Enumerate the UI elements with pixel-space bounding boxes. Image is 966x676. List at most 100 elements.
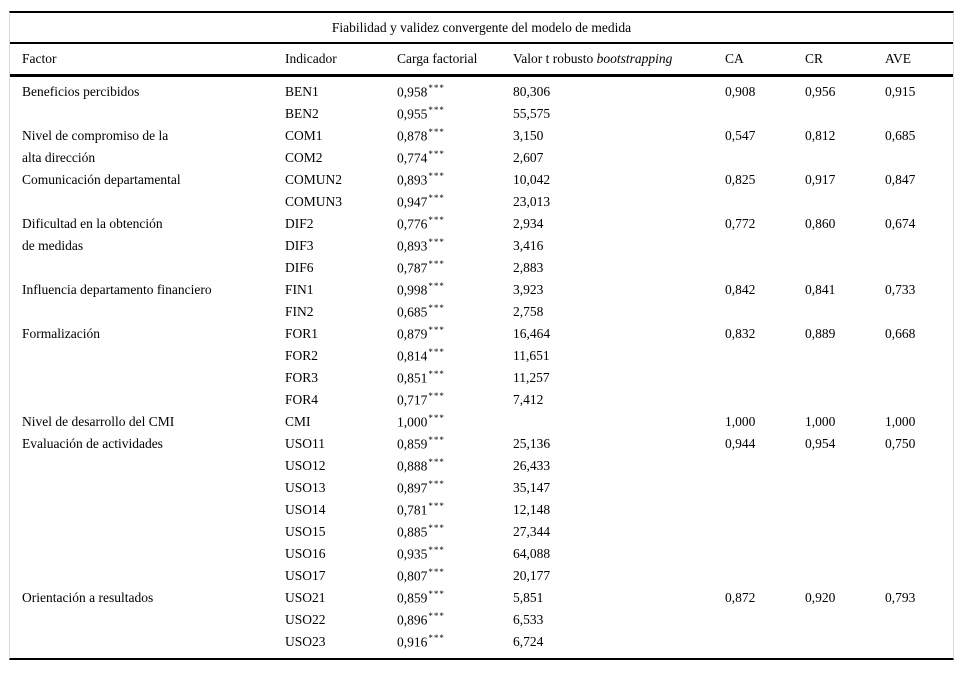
table-row: FOR4 0,717*** 7,412	[10, 389, 953, 411]
t-value-cell: 20,177	[513, 568, 551, 583]
table-row: Comunicación departamental COMUN2 0,893***…	[10, 169, 953, 191]
t-value-cell: 6,533	[513, 612, 544, 627]
loading-value: 0,807	[397, 568, 428, 584]
factor-loading-cell: 0,879***	[397, 323, 513, 345]
table-row: Nivel de compromiso de la COM1 0,878*** 3,1…	[10, 125, 953, 147]
bootstrapping-label: bootstrapping	[596, 51, 673, 66]
t-value-cell: 2,758	[513, 304, 544, 319]
ca-cell	[725, 543, 805, 565]
col-header-ave: AVE	[885, 44, 953, 77]
col-header-factor: Factor	[10, 44, 285, 77]
table-row: Dificultad en la obtención DIF2 0,776*** 2,…	[10, 213, 953, 235]
ave-cell: 0,750	[885, 436, 916, 451]
significance-stars: ***	[428, 149, 445, 160]
factor-cell	[10, 301, 285, 323]
col-header-carga-factorial: Carga factorial	[397, 44, 513, 77]
loading-value: 0,935	[397, 546, 428, 562]
significance-stars: ***	[428, 237, 445, 248]
factor-loading-cell: 0,896***	[397, 609, 513, 631]
cr-cell	[805, 631, 885, 658]
t-value-cell: 2,883	[513, 260, 544, 275]
cr-cell	[805, 477, 885, 499]
table-row: COMUN3 0,947*** 23,013	[10, 191, 953, 213]
factor-loading-cell: 0,774***	[397, 147, 513, 169]
significance-stars: ***	[428, 259, 445, 270]
table-row: USO15 0,885*** 27,344	[10, 521, 953, 543]
loading-value: 0,947	[397, 194, 428, 210]
t-value-cell: 16,464	[513, 326, 551, 341]
loading-value: 1,000	[397, 414, 428, 430]
ca-cell	[725, 389, 805, 411]
table-row: FOR2 0,814*** 11,651	[10, 345, 953, 367]
significance-stars: ***	[428, 413, 445, 424]
factor-cell	[10, 103, 285, 125]
factor-cell	[10, 389, 285, 411]
table-row: USO13 0,897*** 35,147	[10, 477, 953, 499]
factor-loading-cell: 0,897***	[397, 477, 513, 499]
ave-cell	[885, 389, 953, 411]
ca-cell	[725, 565, 805, 587]
col-header-indicador: Indicador	[285, 44, 397, 77]
significance-stars: ***	[428, 501, 445, 512]
ca-cell	[725, 301, 805, 323]
significance-stars: ***	[428, 567, 445, 578]
cr-cell	[805, 301, 885, 323]
loading-value: 0,685	[397, 304, 428, 320]
factor-cell	[10, 631, 285, 658]
significance-stars: ***	[428, 193, 445, 204]
factor-loading-cell: 0,776***	[397, 213, 513, 235]
factor-cell: Beneficios percibidos	[22, 84, 140, 99]
ave-cell	[885, 631, 953, 658]
significance-stars: ***	[428, 457, 445, 468]
loading-value: 0,717	[397, 392, 428, 408]
factor-loading-cell: 0,935***	[397, 543, 513, 565]
ca-cell	[725, 521, 805, 543]
t-value-cell: 27,344	[513, 524, 551, 539]
valor-t-label: Valor t robusto	[513, 51, 597, 66]
table-row: Formalización FOR1 0,879*** 16,464 0,832 0,88…	[10, 323, 953, 345]
ca-cell	[725, 631, 805, 658]
factor-loading-cell: 0,859***	[397, 433, 513, 455]
t-value-cell: 64,088	[513, 546, 551, 561]
t-value-cell: 55,575	[513, 106, 551, 121]
table-row: de medidas DIF3 0,893*** 3,416	[10, 235, 953, 257]
col-header-valor-t: Valor t robusto bootstrapping	[513, 44, 725, 77]
ave-cell	[885, 543, 953, 565]
factor-cell	[10, 477, 285, 499]
t-value-cell: 35,147	[513, 480, 551, 495]
ca-cell: 0,772	[725, 216, 756, 231]
loading-value: 0,896	[397, 612, 428, 628]
ave-cell	[885, 191, 953, 213]
ave-cell	[885, 147, 953, 169]
cr-cell	[805, 367, 885, 389]
factor-cell	[10, 499, 285, 521]
indicator-cell: USO22	[285, 612, 326, 627]
factor-cell	[10, 191, 285, 213]
indicator-cell: CMI	[285, 414, 311, 429]
ca-cell	[725, 609, 805, 631]
cr-cell: 0,889	[805, 326, 836, 341]
factor-loading-cell: 0,998***	[397, 279, 513, 301]
loading-value: 0,885	[397, 524, 428, 540]
col-header-ca: CA	[725, 44, 805, 77]
cr-cell	[805, 499, 885, 521]
loading-value: 0,851	[397, 370, 428, 386]
cr-cell	[805, 191, 885, 213]
ave-cell	[885, 345, 953, 367]
indicator-cell: DIF2	[285, 216, 314, 231]
table-row: Orientación a resultados USO21 0,859*** 5,8…	[10, 587, 953, 609]
factor-loading-cell: 1,000***	[397, 411, 513, 433]
t-value-cell: 3,923	[513, 282, 544, 297]
significance-stars: ***	[428, 633, 445, 644]
header-row: Factor Indicador Carga factorial Valor t…	[10, 44, 953, 77]
factor-loading-cell: 0,958***	[397, 76, 513, 104]
loading-value: 0,916	[397, 634, 428, 650]
factor-cell	[10, 609, 285, 631]
cr-cell	[805, 235, 885, 257]
ave-cell	[885, 609, 953, 631]
cr-cell: 0,920	[805, 590, 836, 605]
t-value-cell: 12,148	[513, 502, 551, 517]
significance-stars: ***	[428, 171, 445, 182]
cr-cell: 1,000	[805, 414, 836, 429]
ca-cell	[725, 499, 805, 521]
